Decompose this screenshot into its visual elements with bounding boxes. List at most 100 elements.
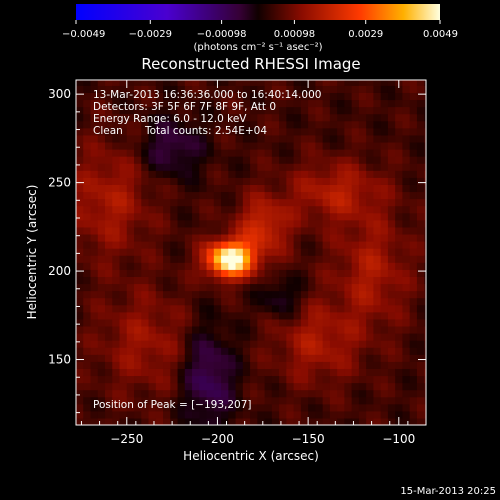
heatmap-cell xyxy=(155,241,164,249)
heatmap-cell xyxy=(329,149,338,157)
heatmap-cell xyxy=(206,184,215,193)
heatmap-cell xyxy=(322,276,331,285)
heatmap-cell xyxy=(112,163,121,171)
heatmap-cell xyxy=(119,120,128,129)
heatmap-cell xyxy=(83,276,92,285)
heatmap-cell xyxy=(344,382,353,391)
heatmap-cell xyxy=(97,163,106,171)
heatmap-cell xyxy=(329,361,338,369)
heatmap-cell xyxy=(395,163,404,171)
heatmap-cell xyxy=(83,226,92,235)
heatmap-cell xyxy=(329,156,338,164)
heatmap-cell xyxy=(279,113,287,122)
heatmap-cell xyxy=(199,212,208,221)
heatmap-cell xyxy=(119,156,128,164)
heatmap-cell xyxy=(264,92,273,101)
heatmap-cell xyxy=(155,311,164,320)
heatmap-cell xyxy=(228,184,237,193)
heatmap-cell xyxy=(264,276,273,285)
heatmap-cell xyxy=(213,149,222,157)
heatmap-cell xyxy=(90,276,99,285)
heatmap-cell xyxy=(271,141,280,150)
heatmap-cell xyxy=(337,283,345,292)
heatmap-cell xyxy=(155,226,164,235)
heatmap-cell xyxy=(206,141,215,150)
heatmap-cell xyxy=(90,318,99,327)
heatmap-cell xyxy=(221,340,229,348)
heatmap-cell xyxy=(308,205,316,214)
heatmap-cell xyxy=(184,375,193,384)
heatmap-cell xyxy=(409,248,418,256)
heatmap-cell xyxy=(155,290,164,299)
colorbar-tick-label: −0.00098 xyxy=(197,29,247,40)
heatmap-cell xyxy=(90,198,99,207)
heatmap-cell xyxy=(134,269,142,277)
heatmap-cell xyxy=(264,170,273,178)
heatmap-cell xyxy=(192,170,200,178)
heatmap-cell xyxy=(329,354,338,362)
heatmap-cell xyxy=(126,156,135,164)
heatmap-cell xyxy=(257,255,266,263)
heatmap-cell xyxy=(155,318,164,327)
heatmap-cell xyxy=(344,241,353,249)
heatmap-cell xyxy=(300,269,309,277)
heatmap-cell xyxy=(155,276,164,285)
heatmap-cell xyxy=(271,184,280,193)
heatmap-cell xyxy=(242,368,251,377)
heatmap-cell xyxy=(322,361,331,369)
heatmap-cell xyxy=(228,410,237,419)
heatmap-cell xyxy=(344,297,353,306)
heatmap-cell xyxy=(90,134,99,143)
heatmap-cell xyxy=(83,269,92,277)
heatmap-cell xyxy=(358,85,367,93)
heatmap-cell xyxy=(279,141,287,150)
heatmap-cell xyxy=(90,333,99,341)
heatmap-cell xyxy=(380,127,389,136)
heatmap-cell xyxy=(271,276,280,285)
heatmap-cell xyxy=(97,156,106,164)
heatmap-cell xyxy=(351,170,360,178)
heatmap-cell xyxy=(387,170,396,178)
heatmap-cell xyxy=(177,134,186,143)
heatmap-cell xyxy=(380,226,389,235)
heatmap-cell xyxy=(351,198,360,207)
heatmap-cell xyxy=(112,382,121,391)
heatmap-cell xyxy=(97,219,106,228)
heatmap-cell xyxy=(409,141,418,150)
heatmap-cell xyxy=(308,304,316,313)
heatmap-cell xyxy=(126,226,135,235)
heatmap-cell xyxy=(416,318,425,327)
heatmap-cell xyxy=(148,99,157,108)
heatmap-cell xyxy=(228,368,237,377)
heatmap-cell xyxy=(409,290,418,299)
heatmap-cell xyxy=(163,333,171,341)
heatmap-cell xyxy=(337,212,345,221)
heatmap-cell xyxy=(213,233,222,242)
heatmap-cell xyxy=(395,113,404,122)
heatmap-cell xyxy=(329,205,338,214)
heatmap-cell xyxy=(286,297,295,306)
heatmap-cell xyxy=(184,354,193,362)
heatmap-cell xyxy=(235,354,244,362)
heatmap-cell xyxy=(250,375,258,384)
heatmap-cell xyxy=(119,255,128,263)
heatmap-cell xyxy=(409,375,418,384)
heatmap-cell xyxy=(235,304,244,313)
heatmap-cell xyxy=(126,191,135,200)
heatmap-cell xyxy=(387,163,396,171)
heatmap-cell xyxy=(264,347,273,355)
heatmap-cell xyxy=(126,212,135,221)
heatmap-cell xyxy=(416,92,425,101)
heatmap-cell xyxy=(337,198,345,207)
heatmap-cell xyxy=(300,417,309,425)
heatmap-cell xyxy=(206,396,215,405)
heatmap-cell xyxy=(315,340,324,348)
heatmap-cell xyxy=(177,304,186,313)
heatmap-cell xyxy=(424,262,426,270)
heatmap-cell xyxy=(351,354,360,362)
heatmap-cell xyxy=(76,198,84,207)
heatmap-cell xyxy=(192,333,200,341)
heatmap-cell xyxy=(286,354,295,362)
heatmap-cell xyxy=(242,396,251,405)
heatmap-cell xyxy=(257,113,266,122)
